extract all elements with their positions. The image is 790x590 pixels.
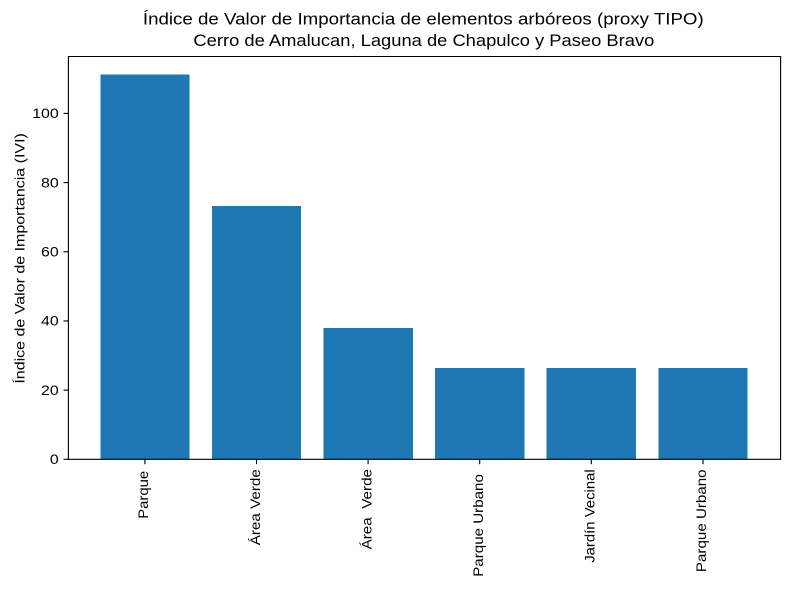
svg-text:60: 60 [41,245,59,261]
svg-text:Jardín Vecinal: Jardín Vecinal [582,469,598,563]
svg-text:Parque Urbano: Parque Urbano [693,469,709,572]
svg-text:Parque: Parque [135,471,151,519]
svg-text:Parque Urbano: Parque Urbano [470,474,486,577]
svg-text:20: 20 [41,383,59,399]
svg-text:Índice de Valor de Importancia: Índice de Valor de Importancia (IVI) [12,133,28,384]
svg-text:Cerro de Amalucan, Laguna de C: Cerro de Amalucan, Laguna de Chapulco y … [193,31,654,50]
svg-text:80: 80 [41,175,59,191]
svg-text:100: 100 [32,106,59,122]
svg-text:Área Verde: Área Verde [358,469,374,550]
svg-text:0: 0 [50,452,59,468]
svg-text:Área Verde: Área Verde [247,469,263,545]
svg-text:40: 40 [41,314,59,330]
svg-text:Índice de Valor de Importancia: Índice de Valor de Importancia de elemen… [143,9,704,28]
